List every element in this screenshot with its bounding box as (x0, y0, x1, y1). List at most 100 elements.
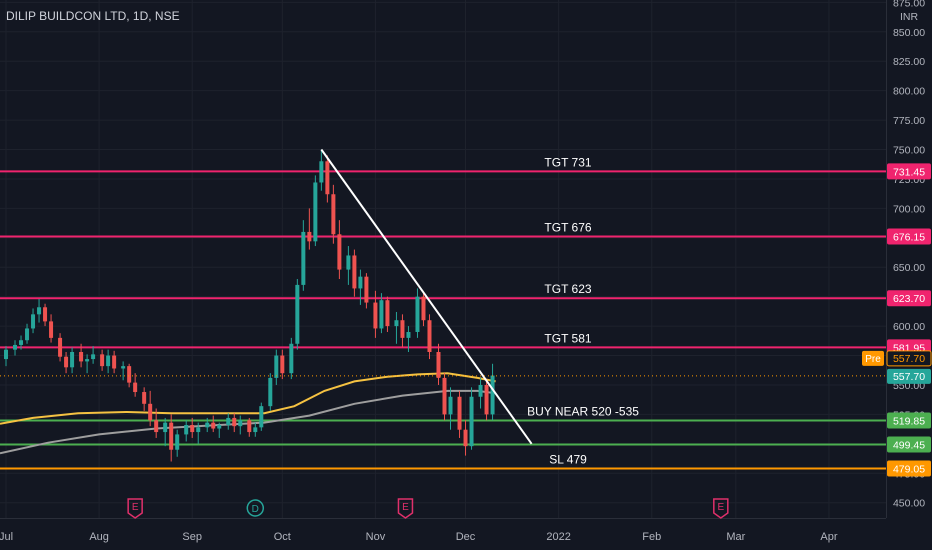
x-tick-label: Jul (0, 531, 13, 543)
level-price-tag (887, 163, 931, 180)
candle-body (19, 340, 24, 345)
candle (13, 340, 18, 356)
level-price-tag (887, 290, 931, 307)
level-price-tag (887, 228, 931, 245)
candle (346, 246, 351, 285)
candle (358, 269, 363, 305)
candle-body (91, 354, 96, 360)
candle (400, 314, 405, 348)
candle (337, 220, 342, 280)
candle-body (325, 161, 330, 195)
candle (4, 346, 9, 367)
candle (319, 149, 324, 191)
candle-body (106, 355, 111, 367)
candle-body (307, 231, 312, 242)
candle (379, 293, 384, 334)
candle-body (49, 321, 54, 338)
y-tick-label: 700.00 (893, 203, 925, 215)
candle-body (64, 356, 69, 368)
candle (325, 155, 330, 203)
candle-body (268, 377, 273, 407)
earnings-marker-label: E (402, 502, 409, 513)
candle-body (463, 429, 468, 447)
candle (154, 408, 159, 438)
candle-body (85, 359, 90, 362)
candles (4, 149, 495, 462)
candle (457, 390, 462, 438)
candle (49, 314, 54, 343)
pre-market-price-tag (886, 350, 932, 367)
candle-body (400, 320, 405, 338)
candle-body (469, 396, 474, 447)
x-tick-label: Sep (182, 531, 202, 543)
candle-body (337, 234, 342, 270)
candle (25, 323, 30, 344)
candle-body (79, 352, 84, 362)
candle (37, 299, 42, 323)
candle-body (37, 307, 42, 315)
candle (301, 220, 306, 291)
candle (58, 333, 63, 362)
x-tick-label: Apr (820, 531, 837, 543)
candle (169, 414, 174, 462)
candle-body (142, 392, 147, 404)
candle-body (295, 284, 300, 344)
candle (91, 346, 96, 364)
candle-body (319, 161, 324, 183)
candle-body (457, 396, 462, 430)
candle-body (259, 406, 264, 428)
candle-body (379, 300, 384, 329)
candle (64, 352, 69, 374)
candle-body (13, 344, 18, 350)
x-tick-label: Oct (274, 531, 291, 543)
candle-body (31, 314, 36, 329)
y-tick-label: 650.00 (893, 262, 925, 274)
currency-label: INR (900, 11, 919, 23)
level-price-label: 499.45 (893, 439, 925, 451)
level-price-label: 519.85 (893, 415, 925, 427)
candle (43, 303, 48, 327)
candle-body (427, 320, 432, 353)
candle-body (217, 424, 222, 429)
candle-body (478, 384, 483, 397)
candle-body (448, 396, 453, 415)
candle-body (112, 355, 117, 369)
candle-body (442, 377, 447, 415)
earnings-marker-label: E (717, 502, 724, 513)
candle-body (352, 255, 357, 289)
earnings-marker: E (397, 498, 414, 519)
y-tick-label: 450.00 (893, 498, 925, 510)
x-tick-label: 2022 (546, 531, 570, 543)
candle (352, 249, 357, 297)
candle-body (127, 366, 132, 383)
candle-body (415, 296, 420, 332)
candle (406, 326, 411, 353)
candle-body (196, 427, 201, 433)
candle-body (289, 343, 294, 374)
candle-body (205, 422, 210, 428)
candle (142, 387, 147, 411)
earnings-marker-label: E (132, 502, 139, 513)
candle (484, 379, 489, 421)
y-tick-label: 600.00 (893, 321, 925, 333)
candle-body (190, 424, 195, 433)
candle (274, 349, 279, 385)
level-price-label: 623.70 (893, 293, 925, 305)
level-price-tag (887, 436, 931, 453)
candle-body (175, 434, 180, 450)
candle-body (301, 231, 306, 285)
pre-market-price-label: 557.70 (893, 353, 925, 365)
candle-body (490, 375, 495, 415)
candle (415, 288, 420, 338)
candle (247, 417, 252, 437)
level-price-label: 479.05 (893, 463, 925, 475)
earnings-marker: E (713, 498, 729, 519)
candle (211, 415, 216, 433)
candle (148, 390, 153, 427)
candle-body (211, 422, 216, 429)
candle (331, 184, 336, 244)
candle (31, 308, 36, 334)
y-tick-label: 800.00 (893, 86, 925, 98)
candle (427, 314, 432, 360)
